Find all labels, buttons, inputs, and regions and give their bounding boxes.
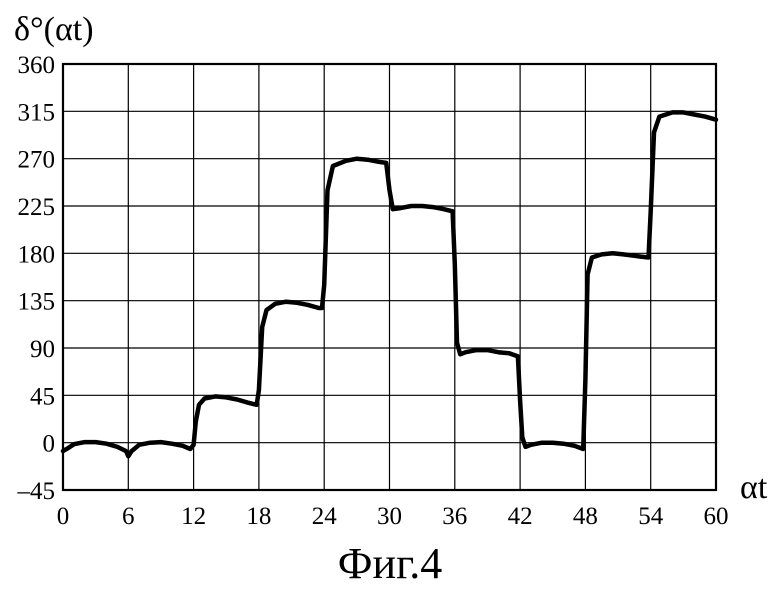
x-tick-label: 12 (181, 503, 206, 530)
x-tick-label: 42 (508, 503, 533, 530)
x-tick-label: 30 (377, 503, 402, 530)
x-tick-label: 36 (442, 503, 467, 530)
y-tick-label: 315 (18, 99, 56, 126)
series-layer (60, 110, 719, 459)
x-tick-label: 24 (312, 503, 338, 530)
y-tick-label: 0 (43, 431, 56, 458)
y-tick-label: 90 (30, 336, 55, 363)
x-tick-label: 60 (704, 503, 729, 530)
series-line (60, 110, 719, 459)
x-tick-label: 48 (573, 503, 598, 530)
y-tick-label: 135 (18, 289, 56, 316)
y-tick-label: 45 (30, 383, 55, 410)
x-tick-label: 18 (246, 503, 271, 530)
x-tick-label: 6 (122, 503, 135, 530)
tick-labels: 0 6 12 18 24 30 36 42 48 54 60–4504590135180225270… (17, 52, 729, 530)
y-tick-label: –45 (17, 478, 56, 505)
y-axis-label: δ°(αt) (14, 11, 94, 48)
plot-frame (61, 62, 718, 492)
x-tick-label: 0 (57, 503, 70, 530)
y-tick-label: 225 (18, 194, 56, 221)
grid (62, 63, 717, 491)
y-tick-label: 360 (18, 52, 56, 79)
x-tick-label: 54 (638, 503, 664, 530)
x-axis-label: αt (740, 469, 768, 506)
figure-caption: Фиг.4 (338, 539, 442, 588)
y-tick-label: 270 (18, 147, 56, 174)
y-tick-label: 180 (18, 241, 56, 268)
